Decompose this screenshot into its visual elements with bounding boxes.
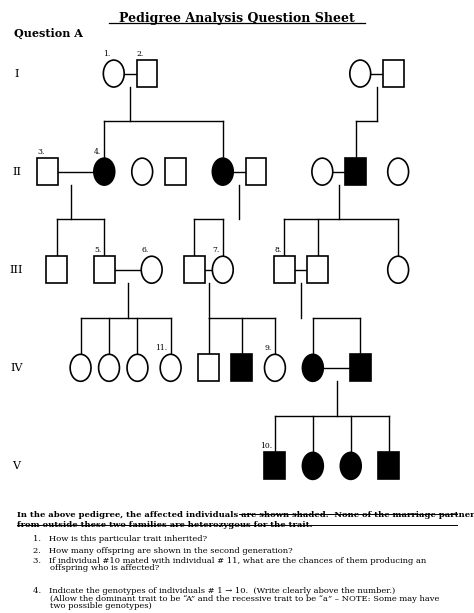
Circle shape bbox=[141, 256, 162, 283]
Text: 4.: 4. bbox=[94, 148, 101, 156]
Text: V: V bbox=[13, 461, 20, 471]
Text: 1.: 1. bbox=[103, 50, 110, 58]
Circle shape bbox=[103, 60, 124, 87]
Circle shape bbox=[212, 256, 233, 283]
Circle shape bbox=[388, 158, 409, 185]
Circle shape bbox=[302, 354, 323, 381]
Text: 7.: 7. bbox=[212, 246, 219, 254]
Circle shape bbox=[127, 354, 148, 381]
Bar bbox=[137, 60, 157, 87]
Circle shape bbox=[160, 354, 181, 381]
Text: In the above pedigree, the affected individuals are shown shaded.  None of the m: In the above pedigree, the affected indi… bbox=[17, 511, 474, 519]
Text: 3.   If individual #10 mated with individual # 11, what are the chances of them : 3. If individual #10 mated with individu… bbox=[33, 557, 427, 565]
Bar bbox=[307, 256, 328, 283]
Text: 2.: 2. bbox=[137, 50, 144, 58]
Bar bbox=[383, 60, 404, 87]
Text: 2.   How many offspring are shown in the second generation?: 2. How many offspring are shown in the s… bbox=[33, 547, 293, 555]
Text: 5.: 5. bbox=[94, 246, 101, 254]
Bar bbox=[350, 354, 371, 381]
Circle shape bbox=[132, 158, 153, 185]
Circle shape bbox=[302, 452, 323, 479]
Text: Question A: Question A bbox=[14, 28, 83, 39]
Text: two possible genotypes): two possible genotypes) bbox=[50, 602, 152, 610]
Bar bbox=[246, 158, 266, 185]
Bar bbox=[37, 158, 58, 185]
Text: 9.: 9. bbox=[264, 345, 272, 352]
Text: 1.   How is this particular trait inherited?: 1. How is this particular trait inherite… bbox=[33, 535, 207, 543]
Bar bbox=[274, 256, 295, 283]
Text: offspring who is affected?: offspring who is affected? bbox=[50, 564, 159, 572]
Circle shape bbox=[264, 354, 285, 381]
Text: IV: IV bbox=[10, 363, 23, 373]
Text: I: I bbox=[14, 69, 19, 78]
Text: from outside these two families are heterozygous for the trait.: from outside these two families are hete… bbox=[17, 521, 312, 529]
Text: Pedigree Analysis Question Sheet: Pedigree Analysis Question Sheet bbox=[119, 12, 355, 25]
Circle shape bbox=[94, 158, 115, 185]
Bar bbox=[46, 256, 67, 283]
Bar bbox=[231, 354, 252, 381]
Circle shape bbox=[70, 354, 91, 381]
Text: 11.: 11. bbox=[155, 345, 167, 352]
Text: II: II bbox=[12, 167, 21, 177]
Bar bbox=[198, 354, 219, 381]
Bar bbox=[378, 452, 399, 479]
Circle shape bbox=[212, 158, 233, 185]
Circle shape bbox=[340, 452, 361, 479]
Text: 10.: 10. bbox=[260, 443, 272, 451]
Bar bbox=[264, 452, 285, 479]
Text: 4.   Indicate the genotypes of individuals # 1 → 10.  (Write clearly above the n: 4. Indicate the genotypes of individuals… bbox=[33, 587, 395, 595]
Bar bbox=[94, 256, 115, 283]
Bar bbox=[165, 158, 186, 185]
Text: 3.: 3. bbox=[37, 148, 44, 156]
Text: 8.: 8. bbox=[274, 246, 281, 254]
Circle shape bbox=[312, 158, 333, 185]
Text: 6.: 6. bbox=[141, 246, 148, 254]
Circle shape bbox=[99, 354, 119, 381]
Text: III: III bbox=[10, 265, 23, 275]
Text: (Allow the dominant trait to be “A” and the recessive trait to be “a” – NOTE: So: (Allow the dominant trait to be “A” and … bbox=[50, 595, 439, 603]
Circle shape bbox=[350, 60, 371, 87]
Bar bbox=[184, 256, 205, 283]
Bar bbox=[345, 158, 366, 185]
Circle shape bbox=[388, 256, 409, 283]
